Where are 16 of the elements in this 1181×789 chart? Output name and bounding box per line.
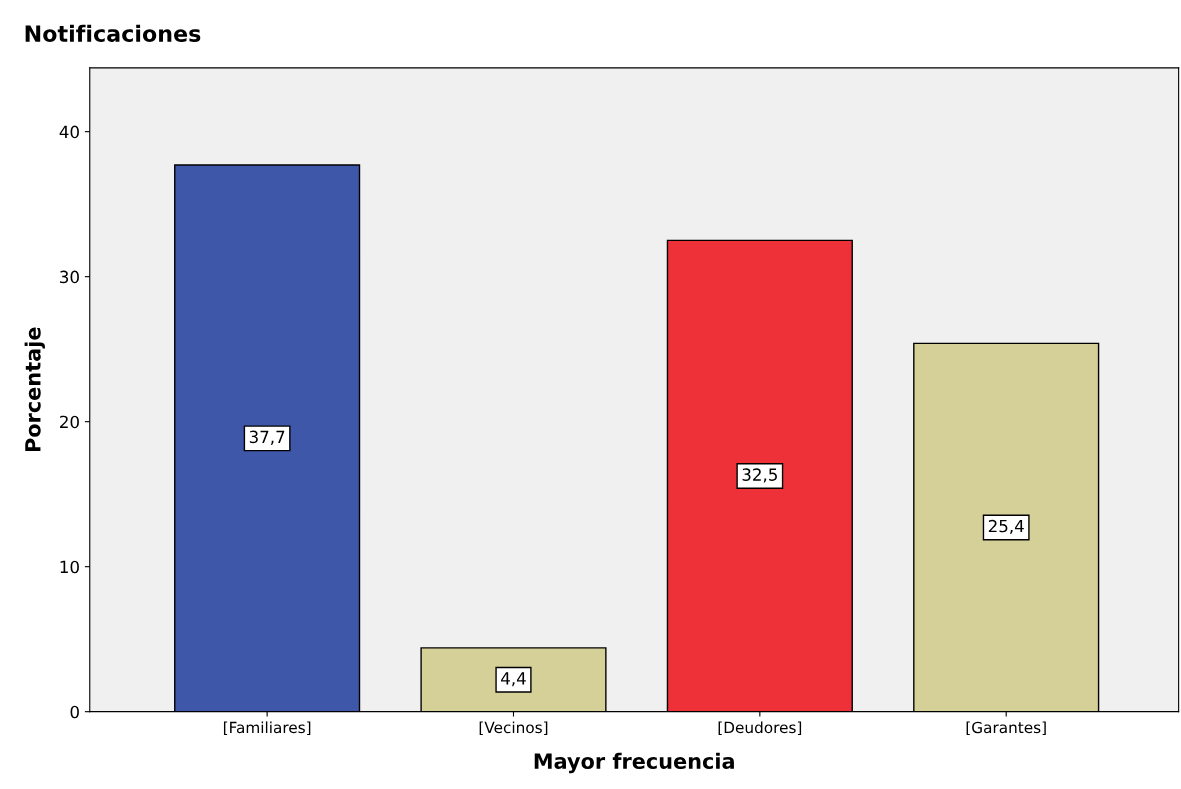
y-tick-label: 0 xyxy=(70,705,79,719)
y-tick-label: 10 xyxy=(60,560,79,574)
x-tick-label: [Familiares] xyxy=(223,721,311,736)
x-axis-title: Mayor frecuencia xyxy=(534,752,734,774)
x-tick-label: [Vecinos] xyxy=(479,721,548,736)
y-tick-label: 40 xyxy=(59,125,79,139)
y-axis-title: Porcentaje xyxy=(24,327,45,452)
y-tick-label: 20 xyxy=(60,415,79,429)
data-label: 25,4 xyxy=(988,519,1024,535)
x-tick-label: [Garantes] xyxy=(966,721,1046,736)
x-tick-label: [Deudores] xyxy=(718,721,802,736)
data-label: 37,7 xyxy=(249,430,285,445)
y-tick-label: 30 xyxy=(60,270,79,284)
chart-title: Notificaciones xyxy=(25,24,201,42)
data-label: 32,5 xyxy=(742,468,777,483)
data-label: 4,4 xyxy=(501,672,526,687)
